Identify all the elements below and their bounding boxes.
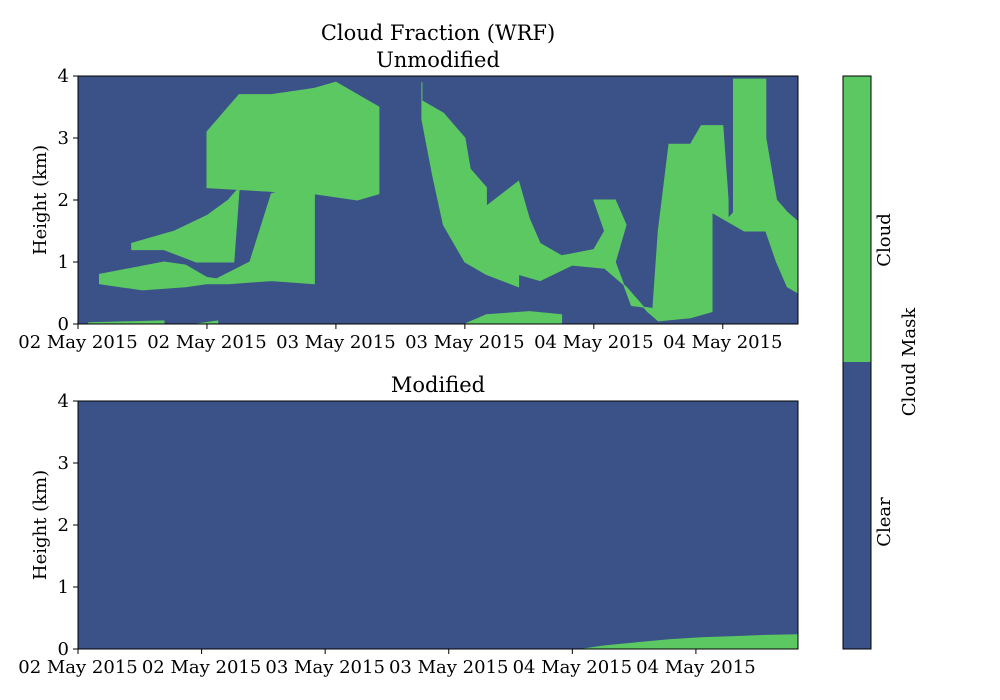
y-tick-label: 3 bbox=[58, 128, 69, 149]
figure-title: Cloud Fraction (WRF) bbox=[321, 21, 555, 45]
colorbar: Cloud Clear Cloud Mask bbox=[842, 75, 920, 650]
panel-unmodified: Unmodified 0 1 2 3 4 02 May 2015 02 May 2015 03… bbox=[18, 48, 799, 353]
x-tick-label: 02 May 2015 bbox=[18, 657, 138, 678]
colorbar-label-cloud: Cloud bbox=[874, 213, 895, 266]
colorbar-cloud-segment bbox=[843, 76, 871, 362]
x-tick-label: 04 May 2015 bbox=[663, 332, 783, 353]
x-tick-label: 02 May 2015 bbox=[18, 332, 138, 353]
x-tick-label: 03 May 2015 bbox=[265, 657, 385, 678]
y-axis-label: Height (km) bbox=[30, 470, 51, 580]
x-tick-label: 04 May 2015 bbox=[636, 657, 756, 678]
y-tick-label: 4 bbox=[58, 391, 69, 412]
clear-background bbox=[78, 401, 798, 649]
x-tick-label: 04 May 2015 bbox=[513, 657, 633, 678]
cloud-region bbox=[206, 81, 380, 201]
panel-title: Unmodified bbox=[376, 48, 500, 72]
y-tick-label: 1 bbox=[58, 577, 69, 598]
x-tick-label: 02 May 2015 bbox=[147, 332, 267, 353]
panel-title: Modified bbox=[391, 373, 485, 397]
y-axis-label: Height (km) bbox=[30, 145, 51, 255]
x-tick-label: 02 May 2015 bbox=[142, 657, 262, 678]
x-tick-label: 03 May 2015 bbox=[405, 332, 525, 353]
y-tick-label: 2 bbox=[58, 515, 69, 536]
y-tick-label: 0 bbox=[58, 314, 69, 335]
colorbar-title: Cloud Mask bbox=[899, 307, 920, 417]
x-tick-label: 03 May 2015 bbox=[389, 657, 509, 678]
y-tick-label: 3 bbox=[58, 453, 69, 474]
cloud-region bbox=[421, 78, 799, 322]
cloud-region bbox=[131, 186, 240, 263]
y-tick-label: 0 bbox=[58, 639, 69, 660]
y-tick-label: 2 bbox=[58, 190, 69, 211]
x-tick-label: 03 May 2015 bbox=[276, 332, 396, 353]
x-tick-label: 04 May 2015 bbox=[534, 332, 654, 353]
colorbar-clear-segment bbox=[843, 362, 871, 649]
y-tick-label: 1 bbox=[58, 252, 69, 273]
y-tick-label: 4 bbox=[58, 66, 69, 87]
colorbar-frame bbox=[842, 75, 872, 650]
colorbar-label-clear: Clear bbox=[874, 497, 895, 547]
